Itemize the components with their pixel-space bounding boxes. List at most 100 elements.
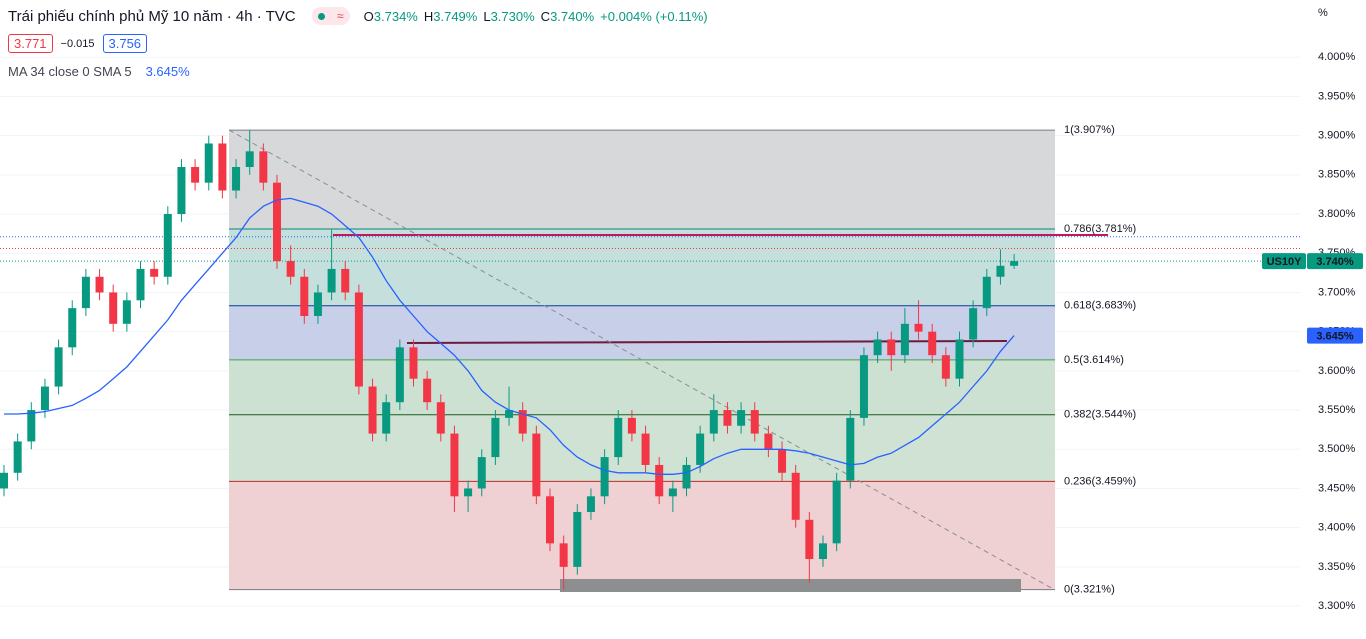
fib-label: 0.618(3.683%) bbox=[1064, 300, 1136, 312]
candle-body bbox=[559, 543, 568, 567]
y-tick-label: 3.900% bbox=[1318, 130, 1356, 142]
candle-body bbox=[928, 331, 937, 356]
axis-unit: % bbox=[1318, 7, 1328, 19]
candle-body bbox=[354, 292, 363, 387]
candle-body bbox=[477, 457, 486, 489]
candle-body bbox=[245, 151, 254, 168]
ohlc: O3.734% H3.749% L3.730% C3.740% bbox=[364, 9, 595, 24]
y-tick-label: 3.500% bbox=[1318, 443, 1356, 455]
candle-body bbox=[778, 449, 787, 473]
candle-body bbox=[40, 386, 49, 411]
candle-body bbox=[13, 441, 22, 473]
candle-body bbox=[655, 464, 664, 497]
ohlc-val: 3.734% bbox=[373, 8, 418, 24]
candle-body bbox=[982, 276, 991, 309]
candle-body bbox=[68, 308, 77, 348]
candle-body bbox=[546, 496, 554, 544]
ohlc-item: H3.749% bbox=[424, 9, 477, 24]
bid[interactable]: 3.771 bbox=[8, 34, 53, 53]
ohlc-val: 3.749% bbox=[433, 8, 478, 24]
legend-row: Trái phiếu chính phủ Mỹ 10 năm · 4h · TV… bbox=[8, 7, 708, 25]
candle-body bbox=[464, 488, 473, 497]
y-tick-label: 3.850% bbox=[1318, 169, 1356, 181]
candle-body bbox=[54, 347, 63, 387]
candle-body bbox=[177, 167, 186, 215]
fib-label: 0.236(3.459%) bbox=[1064, 475, 1136, 487]
fib-band bbox=[229, 359, 1055, 415]
candle-body bbox=[382, 402, 391, 434]
price-badge-label: 3.645% bbox=[1316, 330, 1354, 342]
candle-body bbox=[163, 214, 172, 277]
candle-body bbox=[941, 355, 950, 379]
candle-body bbox=[122, 300, 131, 324]
ohlc-item: C3.740% bbox=[541, 9, 594, 24]
y-tick-label: 3.400% bbox=[1318, 522, 1356, 534]
ohlc-key: O bbox=[363, 8, 374, 24]
candle-body bbox=[846, 417, 855, 481]
candle-body bbox=[600, 457, 609, 497]
candle-body bbox=[450, 433, 459, 497]
candle-body bbox=[191, 167, 200, 183]
candle-body bbox=[81, 276, 90, 309]
candle-body bbox=[232, 167, 241, 191]
candle-body bbox=[819, 543, 827, 560]
candle-body bbox=[914, 323, 923, 332]
indicator-name: MA 34 close 0 SMA 5 bbox=[8, 64, 132, 79]
y-tick-label: 3.700% bbox=[1318, 286, 1356, 298]
candle-body bbox=[327, 268, 336, 293]
ask[interactable]: 3.756 bbox=[102, 34, 148, 53]
candle-body bbox=[955, 339, 964, 379]
fib-label: 0.5(3.614%) bbox=[1064, 354, 1124, 366]
candle-body bbox=[505, 410, 514, 418]
ohlc-key: L bbox=[483, 8, 491, 24]
y-tick-label: 3.950% bbox=[1318, 90, 1356, 102]
candle-body bbox=[273, 182, 281, 262]
y-tick-label: 3.300% bbox=[1318, 600, 1356, 612]
candle-body bbox=[109, 292, 118, 324]
candle-body bbox=[709, 410, 718, 434]
y-tick-label: 3.450% bbox=[1318, 482, 1356, 494]
y-tick-label: 3.350% bbox=[1318, 561, 1356, 573]
candle-body bbox=[409, 347, 418, 379]
candle-body bbox=[395, 347, 404, 403]
candle-body bbox=[313, 292, 322, 316]
change: +0.004% (+0.11%) bbox=[600, 8, 708, 24]
indicator-row: MA 34 close 0 SMA 5 3.645% bbox=[8, 64, 190, 79]
candle-body bbox=[286, 261, 295, 277]
price-badge-label: US10Y bbox=[1267, 256, 1303, 268]
price-badge bbox=[1307, 327, 1363, 344]
y-tick-label: 3.550% bbox=[1318, 404, 1356, 416]
candle-body bbox=[259, 151, 268, 183]
ohlc-item: O3.734% bbox=[364, 9, 418, 24]
candle-body bbox=[737, 410, 746, 426]
price-badge-label: 3.740% bbox=[1316, 256, 1354, 268]
candle-body bbox=[641, 433, 650, 465]
candle-body bbox=[696, 433, 705, 465]
candle-body bbox=[532, 433, 541, 497]
spread: −0.015 bbox=[60, 37, 95, 50]
candle-body bbox=[491, 417, 500, 458]
status-icons[interactable]: ≈ bbox=[311, 7, 350, 25]
candle-body bbox=[518, 410, 527, 434]
price-badge bbox=[1307, 253, 1363, 270]
ohlc-val: 3.730% bbox=[490, 8, 535, 24]
moving-average bbox=[4, 197, 1015, 475]
y-tick-label: 3.800% bbox=[1318, 208, 1356, 220]
candle-body bbox=[805, 519, 814, 560]
y-tick-label: 3.600% bbox=[1318, 365, 1356, 377]
fib-label: 0(3.321%) bbox=[1064, 584, 1115, 596]
ohlc-key: H bbox=[423, 8, 434, 24]
candle-body bbox=[586, 496, 595, 512]
candle-body bbox=[150, 268, 159, 277]
candle-body bbox=[668, 488, 677, 497]
candle-body bbox=[682, 464, 691, 489]
candle-body bbox=[750, 410, 759, 434]
price-badge bbox=[1262, 253, 1306, 270]
candle-body bbox=[996, 265, 1005, 277]
candle-body bbox=[873, 339, 882, 356]
candle-body bbox=[300, 276, 309, 316]
candle-body bbox=[832, 480, 841, 544]
candle-body bbox=[900, 323, 909, 356]
